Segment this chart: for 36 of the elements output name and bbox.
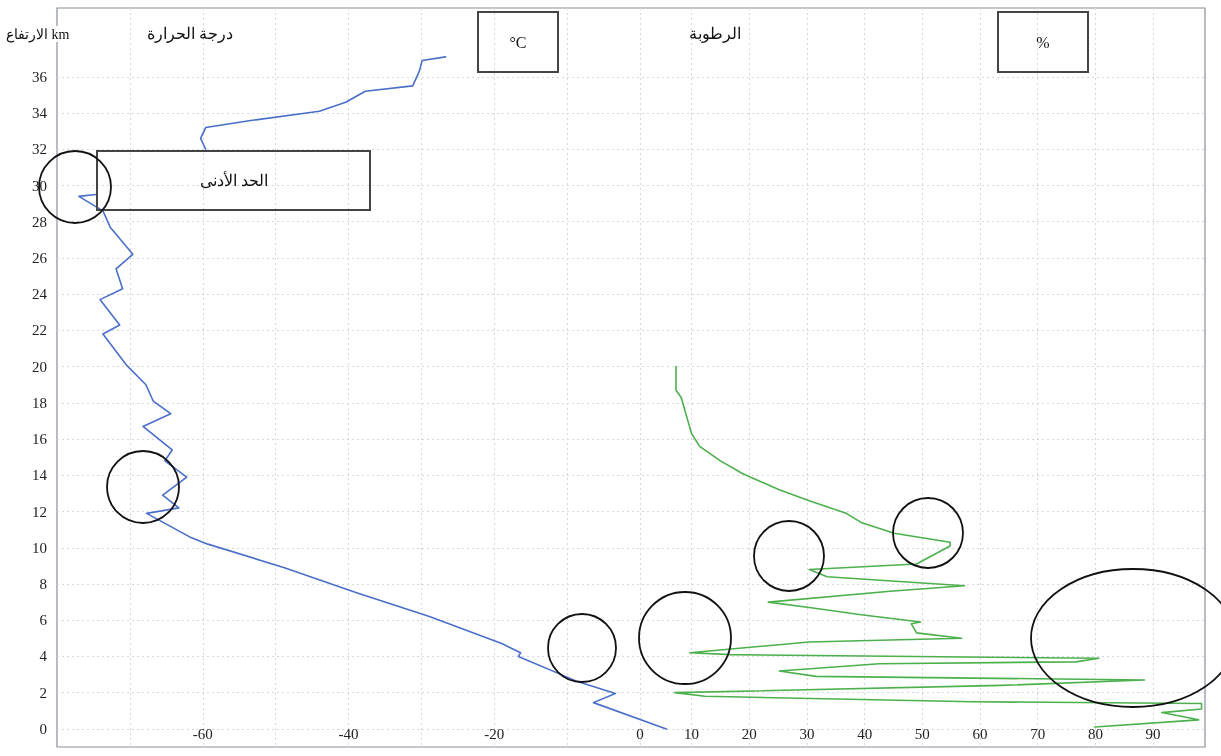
annotation: الحد الأدنى	[199, 171, 268, 189]
annotation: %	[1036, 33, 1050, 51]
y-tick-label: 36	[32, 68, 48, 85]
x2-tick-label: 80	[1087, 725, 1103, 742]
y-tick-label: 14	[32, 467, 48, 484]
y-axis-title: الارتفاع km	[6, 26, 70, 43]
y-tick-label: 34	[32, 105, 48, 122]
x2-axis-title: الرطوبة	[689, 24, 741, 43]
y-tick-label: 24	[32, 286, 48, 303]
y-tick-label: 28	[32, 213, 47, 230]
y-tick-label: 4	[39, 648, 48, 665]
x-tick-label: -40	[338, 725, 359, 742]
annotation: °C	[509, 33, 527, 51]
x2-tick-label: 40	[857, 725, 873, 742]
y-tick-label: 12	[32, 503, 47, 520]
x2-tick-label: 20	[741, 725, 757, 742]
x2-tick-label: 60	[972, 725, 988, 742]
x2-tick-label: 50	[914, 725, 930, 742]
y-tick-label: 6	[39, 612, 48, 629]
x2-tick-label: 90	[1145, 725, 1161, 742]
x2-tick-label: 10	[684, 725, 700, 742]
x-tick-label: -20	[484, 725, 505, 742]
y-tick-label: 16	[32, 431, 48, 448]
x-tick-label: 0	[636, 725, 644, 742]
y-tick-label: 26	[32, 249, 48, 266]
y-tick-label: 20	[32, 358, 47, 375]
y-tick-label: 10	[32, 539, 47, 556]
y-tick-label: 32	[32, 141, 47, 158]
y-tick-label: 18	[32, 394, 47, 411]
y-tick-label: 2	[39, 684, 47, 701]
y-tick-label: 8	[39, 575, 47, 592]
y-tick-label: 22	[32, 322, 47, 339]
x-axis-title: درجة الحرارة	[147, 24, 233, 43]
x2-tick-label: 70	[1030, 725, 1046, 742]
x-tick-label: -60	[192, 725, 213, 742]
x2-tick-label: 30	[799, 725, 815, 742]
